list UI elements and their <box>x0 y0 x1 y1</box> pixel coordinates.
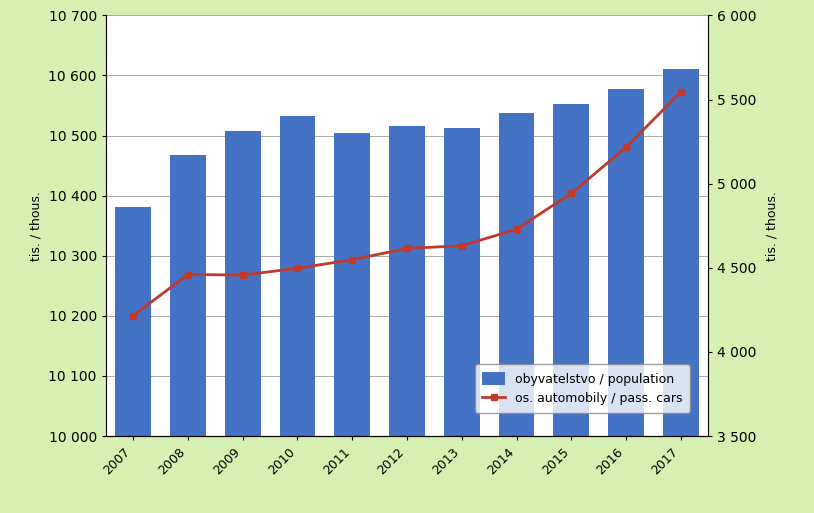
os. automobily / pass. cars <box>238 272 247 278</box>
Y-axis label: tis. / thous.: tis. / thous. <box>765 191 778 261</box>
os. automobily / pass. cars <box>567 190 576 196</box>
os. automobily / pass. cars <box>129 312 138 319</box>
Bar <box>499 113 534 513</box>
Bar <box>389 126 425 513</box>
Bar <box>116 207 151 513</box>
os. automobily / pass. cars <box>621 144 631 150</box>
os. automobily / pass. cars <box>512 226 522 232</box>
Bar <box>280 116 315 513</box>
os. automobily / pass. cars <box>292 265 302 271</box>
os. automobily / pass. cars <box>348 256 357 263</box>
Bar <box>554 104 589 513</box>
os. automobily / pass. cars <box>457 243 466 249</box>
Bar <box>335 132 370 513</box>
os. automobily / pass. cars <box>402 245 412 251</box>
Bar <box>608 89 644 513</box>
Line: os. automobily / pass. cars: os. automobily / pass. cars <box>129 88 685 319</box>
Bar <box>225 131 260 513</box>
Bar <box>444 128 479 513</box>
os. automobily / pass. cars <box>183 271 193 278</box>
Bar <box>663 69 698 513</box>
Y-axis label: tis. / thous.: tis. / thous. <box>30 191 43 261</box>
os. automobily / pass. cars <box>676 89 685 95</box>
Bar <box>170 155 206 513</box>
Legend: obyvatelstvo / population, os. automobily / pass. cars: obyvatelstvo / population, os. automobil… <box>475 364 690 413</box>
